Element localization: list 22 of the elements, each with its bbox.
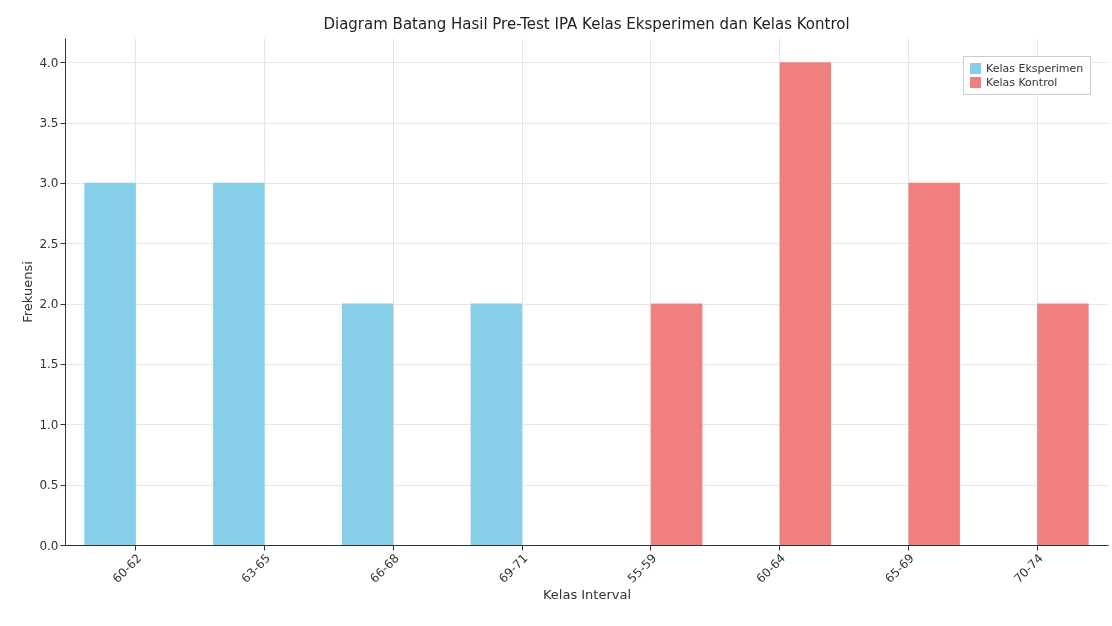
bar (1037, 303, 1089, 545)
bar (779, 62, 832, 545)
y-tick-label: 2.0 (39, 297, 59, 312)
bar (84, 182, 136, 545)
legend-label: Kelas Eksperimen (986, 61, 1084, 75)
y-tick-label: 0.5 (39, 478, 59, 493)
y-tick-label: 3.0 (39, 176, 59, 191)
y-tick-label: 3.5 (39, 116, 59, 130)
bar (908, 182, 960, 545)
y-tick-label: 4.0 (39, 55, 59, 70)
y-tick-label: 2.5 (39, 236, 59, 251)
y-tick-label: 0.0 (39, 538, 59, 553)
bar (470, 303, 523, 545)
x-axis-title: Kelas Interval (542, 586, 632, 602)
y-tick-label: 1.0 (39, 417, 59, 432)
bar (213, 182, 265, 545)
y-axis-title: Frekuensi (20, 261, 36, 323)
bar (650, 303, 703, 545)
y-tick-label: 1.5 (39, 357, 59, 372)
bar (341, 303, 394, 545)
chart-title: Diagram Batang Hasil Pre-Test IPA Kelas Eksperimen dan Kelas Kontrol (323, 15, 850, 33)
legend-label: Kelas Kontrol (986, 75, 1058, 89)
